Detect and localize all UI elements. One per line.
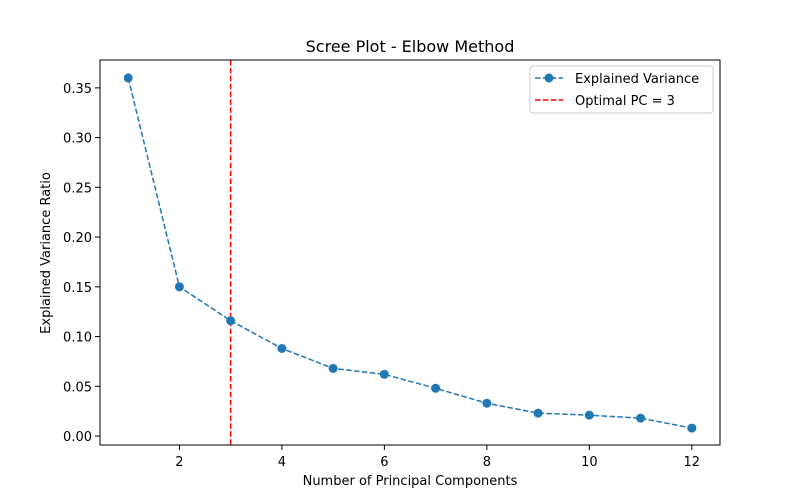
y-axis-ticks: 0.00 0.05 0.10 0.15 0.20 0.25 0.30 0.35	[63, 82, 100, 445]
explained-variance-point	[687, 423, 697, 433]
explained-variance-point	[226, 316, 236, 326]
legend-label-optimal-pc: Optimal PC = 3	[575, 94, 675, 109]
x-tick-label: 10	[581, 455, 598, 470]
legend-swatch-explained-variance-marker	[544, 73, 554, 83]
explained-variance-line	[127, 77, 692, 429]
y-tick-label: 0.25	[63, 181, 92, 196]
explained-variance-point	[482, 398, 492, 408]
y-tick-label: 0.15	[63, 281, 92, 296]
y-tick-label: 0.35	[63, 82, 92, 97]
explained-variance-point	[379, 369, 389, 379]
y-axis-title: Explained Variance Ratio	[39, 172, 54, 334]
x-tick-label: 12	[684, 455, 701, 470]
plot-content	[123, 60, 697, 445]
x-tick-label: 6	[380, 455, 388, 470]
x-tick-label: 8	[483, 455, 491, 470]
explained-variance-point	[277, 344, 287, 354]
x-tick-label: 4	[278, 455, 286, 470]
explained-variance-point	[584, 410, 594, 420]
legend-label-explained-variance: Explained Variance	[575, 72, 699, 87]
y-tick-label: 0.30	[63, 132, 92, 147]
x-tick-label: 2	[175, 455, 183, 470]
x-axis-ticks: 2 4 6 8 10 12	[175, 445, 700, 470]
y-tick-label: 0.20	[63, 231, 92, 246]
explained-variance-point	[533, 408, 543, 418]
explained-variance-point	[328, 363, 338, 373]
explained-variance-point	[431, 383, 441, 393]
chart-title: Scree Plot - Elbow Method	[306, 37, 515, 56]
plot-frame	[99, 59, 721, 446]
explained-variance-point	[174, 282, 184, 292]
y-tick-label: 0.10	[63, 331, 92, 346]
explained-variance-point	[123, 73, 133, 83]
explained-variance-point	[636, 413, 646, 423]
legend-box	[529, 65, 714, 114]
x-axis-title: Number of Principal Components	[303, 474, 518, 489]
legend: Explained Variance Optimal PC = 3	[529, 65, 714, 114]
y-tick-label: 0.00	[63, 430, 92, 445]
y-tick-label: 0.05	[63, 380, 92, 395]
